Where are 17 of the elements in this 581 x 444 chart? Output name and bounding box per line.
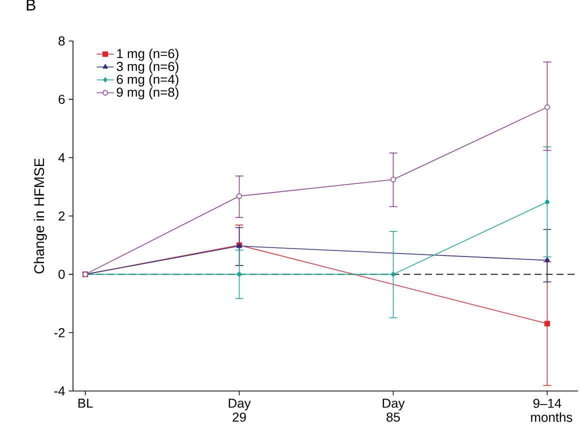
y-tick-label: 6 <box>58 94 65 104</box>
legend-label: 9 mg (n=8) <box>116 87 178 100</box>
y-tick-label: -4 <box>54 386 65 396</box>
legend-label: 1 mg (n=6) <box>117 48 178 61</box>
y-tick-label: 2 <box>58 211 65 221</box>
legend-label: 6 mg (n=4) <box>116 74 178 86</box>
x-tick-label: Day 29 <box>228 398 251 422</box>
text: B <box>26 0 36 10</box>
legend-label: 3 mg (n=6) <box>116 62 178 74</box>
y-tick-label: 0 <box>58 270 65 279</box>
x-tick-label: BL <box>78 398 93 408</box>
y-tick-label: 4 <box>58 153 65 162</box>
x-tick-label: 9–14 months <box>531 398 572 422</box>
y-tick-label: -2 <box>54 328 65 338</box>
x-tick-label: Day 85 <box>382 398 405 422</box>
y-tick-label: 8 <box>58 36 65 46</box>
y-axis-title: Change in HFMSE <box>34 158 47 274</box>
